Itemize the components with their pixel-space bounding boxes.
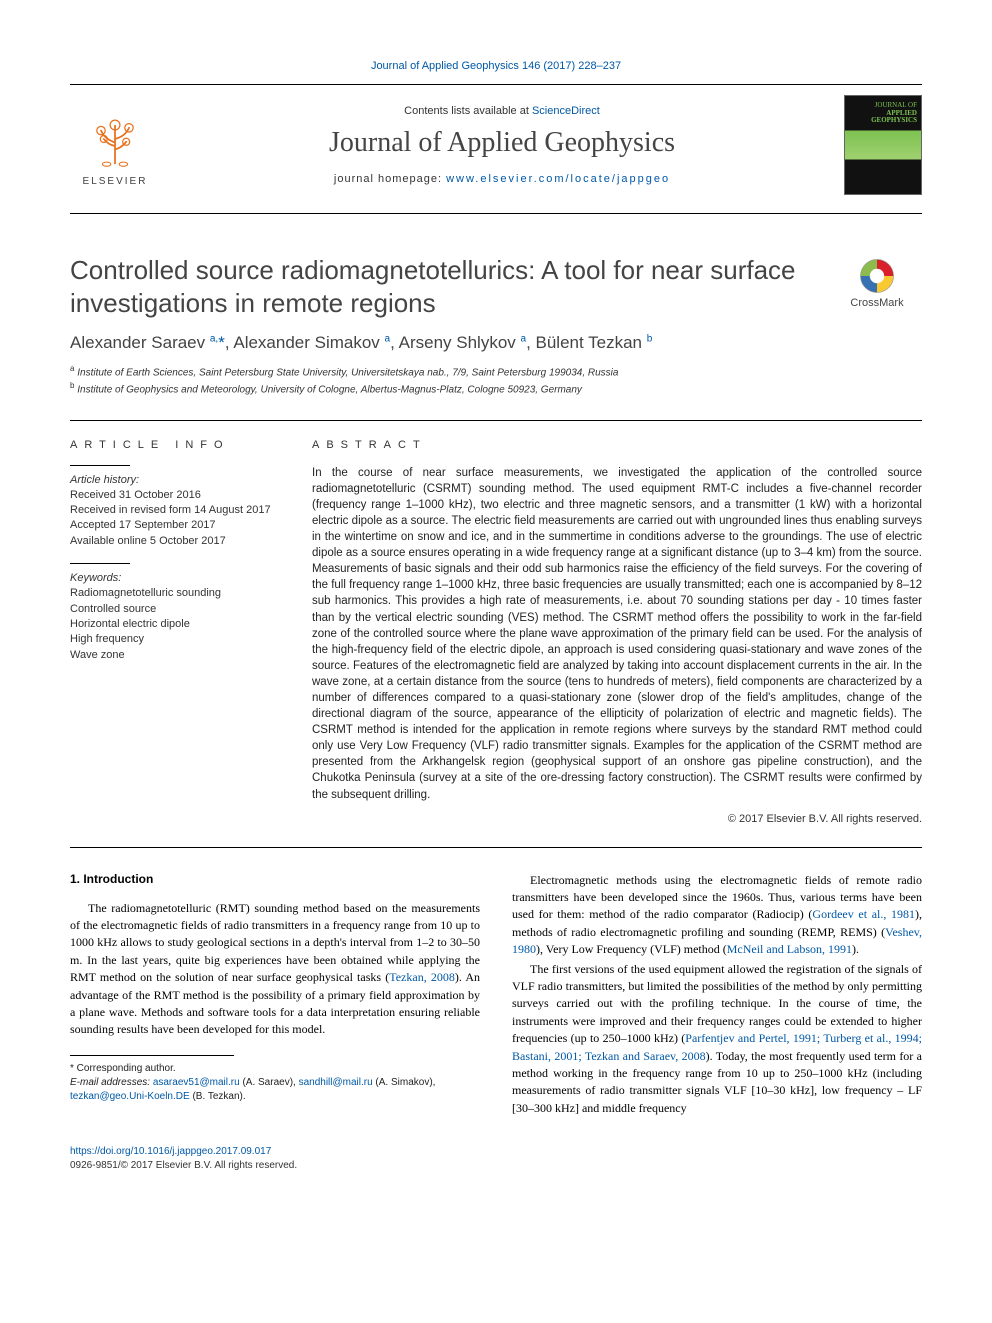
introduction-heading: 1. Introduction [70,872,480,886]
paper-title: Controlled source radiomagnetotellurics:… [70,254,812,319]
page-footer: https://doi.org/10.1016/j.jappgeo.2017.0… [70,1145,922,1172]
email-addresses: E-mail addresses: asaraev51@mail.ru (A. … [70,1076,480,1104]
intro-paragraph-1: The radiomagnetotelluric (RMT) sounding … [70,900,480,1039]
journal-header: ELSEVIER Contents lists available at Sci… [70,84,922,214]
history-label: Article history: [70,474,280,486]
abstract-heading: ABSTRACT [312,439,922,451]
body-text-fragment: ), Very Low Frequency (VLF) method ( [536,942,727,956]
issn-copyright: 0926-9851/© 2017 Elsevier B.V. All right… [70,1160,297,1171]
crossmark-badge[interactable]: CrossMark [832,258,922,309]
email-link[interactable]: sandhill@mail.ru [299,1077,373,1088]
elsevier-tree-icon [80,104,150,174]
sciencedirect-link[interactable]: ScienceDirect [532,105,600,117]
footnote-divider [70,1055,234,1056]
keywords-label: Keywords: [70,572,280,584]
journal-cover-thumbnail: JOURNAL OF APPLIED GEOPHYSICS [844,95,922,195]
cover-title-text: APPLIED GEOPHYSICS [871,109,917,125]
citation-link[interactable]: Tezkan, 2008 [389,970,455,984]
homepage-prefix: journal homepage: [334,173,446,185]
doi-link[interactable]: https://doi.org/10.1016/j.jappgeo.2017.0… [70,1146,271,1157]
history-block: Received 31 October 2016Received in revi… [70,488,280,550]
intro-paragraph-2: Electromagnetic methods using the electr… [512,872,922,1117]
author-list: Alexander Saraev a,*, Alexander Simakov … [70,333,922,353]
journal-name: Journal of Applied Geophysics [160,127,844,159]
contents-line: Contents lists available at ScienceDirec… [160,105,844,117]
citation-link[interactable]: Gordeev et al., 1981 [812,907,915,921]
article-info-heading: ARTICLE INFO [70,439,280,451]
corresponding-author-note: * Corresponding author. [70,1062,480,1076]
crossmark-label: CrossMark [832,297,922,309]
citation-link[interactable]: McNeil and Labson, 1991 [727,942,852,956]
abstract-copyright: © 2017 Elsevier B.V. All rights reserved… [312,813,922,825]
keywords-block: Radiomagnetotelluric soundingControlled … [70,586,280,663]
divider [70,420,922,421]
contents-prefix: Contents lists available at [404,105,532,117]
footnotes: * Corresponding author. E-mail addresses… [70,1062,480,1104]
running-header: Journal of Applied Geophysics 146 (2017)… [70,60,922,72]
divider [70,847,922,848]
email-link[interactable]: asaraev51@mail.ru [153,1077,240,1088]
affiliations: a Institute of Earth Sciences, Saint Pet… [70,363,922,398]
email-link[interactable]: tezkan@geo.Uni-Koeln.DE [70,1091,190,1102]
body-text-fragment: ). [852,942,859,956]
info-divider [70,465,130,466]
publisher-name: ELSEVIER [83,176,148,187]
homepage-link[interactable]: www.elsevier.com/locate/jappgeo [446,173,670,185]
running-header-link[interactable]: Journal of Applied Geophysics 146 (2017)… [371,60,621,72]
crossmark-icon [859,258,895,294]
abstract-text: In the course of near surface measuremen… [312,465,922,803]
homepage-line: journal homepage: www.elsevier.com/locat… [160,173,844,185]
info-divider [70,563,130,564]
publisher-logo: ELSEVIER [70,100,160,190]
